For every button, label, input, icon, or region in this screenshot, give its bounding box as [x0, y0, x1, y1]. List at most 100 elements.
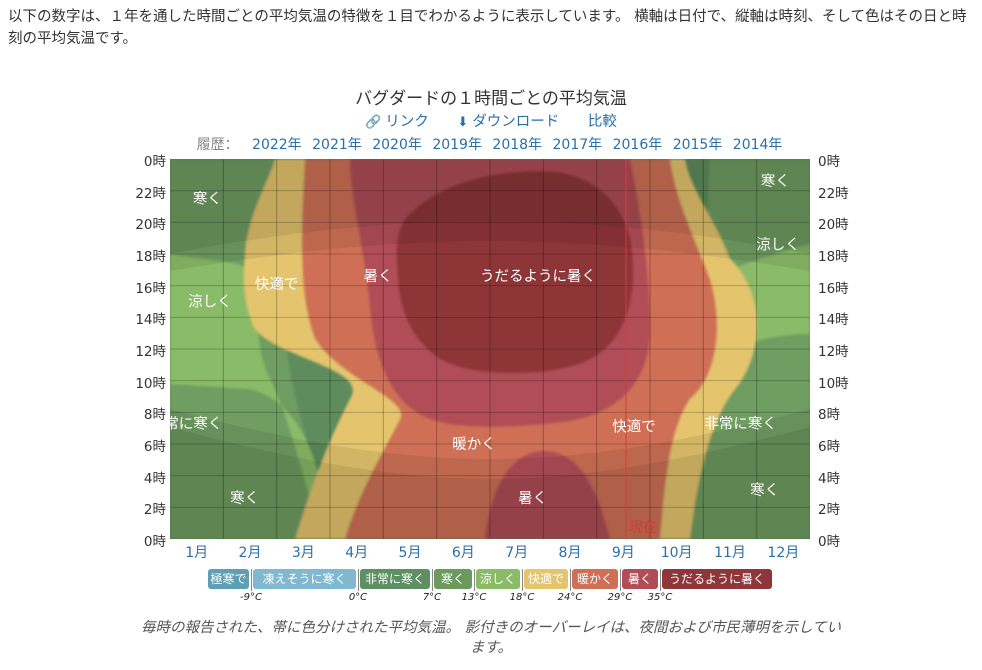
band-label: 暑く [364, 269, 393, 285]
y-tick-label-left: 14時 [135, 312, 166, 329]
band-label: 快適で [612, 418, 656, 436]
history-year-link[interactable]: 2015年 [672, 137, 723, 153]
download-button[interactable]: ⬇ ダウンロード [457, 114, 559, 130]
history-year-link[interactable]: 2022年 [252, 137, 302, 153]
link-icon: 🔗 [365, 115, 382, 130]
legend-swatch: 暖かく [572, 569, 618, 589]
grid-lines [170, 159, 810, 539]
legend-swatch: 寒く [434, 569, 472, 589]
x-tick-label: 4月 [345, 545, 369, 561]
band-label: 寒く [230, 489, 259, 507]
legend-swatch: 快適で [524, 569, 568, 589]
history-label: 履歴： [196, 137, 239, 153]
threshold-label: 7°C [422, 592, 442, 603]
download-label: ダウンロード [472, 114, 560, 130]
chart-caption: 毎時の報告された、帯に色分けされた平均気温。 影付きのオーバーレイは、夜間および… [140, 620, 842, 656]
y-tick-label-right: 22時 [818, 185, 849, 202]
now-marker: 現在 [625, 159, 657, 539]
history-year-link[interactable]: 2021年 [312, 137, 362, 153]
y-tick-label-right: 2時 [818, 502, 841, 519]
threshold-label: 0°C [348, 592, 368, 603]
band-label: うだるように暑く [480, 269, 596, 285]
y-tick-label-right: 6時 [818, 439, 841, 455]
intro-text: 以下の数字は、１年を通した時間ごとの平均気温の特徴を１目でわかるように表示してい… [8, 9, 967, 47]
y-tick-label-left: 8時 [143, 407, 166, 424]
compare-button[interactable]: 比較 [588, 114, 617, 130]
legend-divider [660, 569, 661, 591]
threshold-label: 18°C [509, 592, 535, 603]
y-tick-label-right: 12時 [818, 344, 849, 360]
now-label: 現在 [629, 520, 657, 536]
history-year-link[interactable]: 2017年 [552, 137, 603, 153]
zone-hot-lower [485, 450, 610, 539]
y-tick-label-left: 22時 [135, 185, 166, 202]
y-tick-label-left: 4時 [143, 470, 166, 487]
history-year-link[interactable]: 2014年 [732, 137, 783, 153]
history-year-link[interactable]: 2018年 [492, 137, 543, 153]
x-tick-label: 8月 [558, 545, 582, 561]
download-icon: ⬇ [457, 115, 469, 130]
legend-swatch: 暑く [622, 569, 658, 589]
y-tick-label-right: 14時 [818, 312, 849, 329]
y-tick-label-left: 12時 [135, 344, 166, 360]
x-tick-label: 12月 [767, 545, 800, 561]
twilight-shade-top [170, 221, 810, 271]
band-label: 涼しく [756, 237, 800, 254]
threshold-label: 13°C [461, 592, 487, 603]
zone-sweltering [396, 171, 634, 374]
legend-divider [474, 569, 475, 591]
y-tick-label-right: 0時 [818, 534, 841, 550]
legend-swatch: 涼しく [476, 569, 520, 589]
band-label: 寒く [193, 190, 222, 208]
legend-swatch: 極寒で [208, 569, 249, 589]
x-tick-label: 6月 [451, 545, 475, 561]
y-tick-label-left: 2時 [143, 502, 166, 519]
y-tick-label-left: 16時 [135, 280, 166, 297]
y-tick-label-right: 20時 [818, 217, 849, 234]
history-year-link[interactable]: 2016年 [612, 137, 663, 153]
x-tick-label: 1月 [185, 545, 209, 561]
legend-divider [251, 569, 252, 591]
legend-swatch: 凍えそうに寒く [253, 569, 356, 589]
y-tick-label-left: 18時 [135, 249, 166, 265]
y-tick-label-left: 0時 [143, 534, 166, 550]
y-tick-label-left: 0時 [143, 154, 166, 170]
threshold-label: 24°C [557, 592, 583, 603]
chart-title: バグダードの１時間ごとの平均気温 [355, 89, 627, 109]
legend-divider [620, 569, 621, 591]
x-tick-label: 11月 [714, 545, 746, 561]
y-tick-label-right: 8時 [818, 407, 841, 424]
temperature-legend: 極寒で 凍えそうに寒く 非常に寒く 寒く 涼しく 快適で 暖かく 暑く うだるように暑く [208, 569, 772, 591]
night-shade-bottom [170, 427, 810, 539]
y-tick-label-right: 18時 [818, 249, 849, 265]
link-button[interactable]: 🔗 リンク [365, 114, 429, 130]
legend-divider [358, 569, 359, 591]
temperature-heatmap: 現在 寒く涼しく快適で暑くうだるように暑く涼しく寒く非常に寒く寒く暖かく暑く快適… [170, 159, 810, 539]
y-tick-label-right: 10時 [818, 375, 849, 392]
y-tick-label-right: 0時 [818, 154, 841, 170]
y-tick-label-left: 20時 [135, 217, 166, 234]
band-labels: 寒く涼しく快適で暑くうだるように暑く涼しく寒く非常に寒く寒く暖かく暑く快適で非常… [170, 172, 800, 507]
history-year-link[interactable]: 2019年 [432, 137, 482, 153]
night-shade-top [170, 159, 810, 254]
x-tick-label: 7月 [505, 545, 529, 561]
legend-swatch: うだるように暑く [662, 569, 772, 589]
x-tick-label: 2月 [238, 545, 262, 561]
chart-links: 🔗 リンク ⬇ ダウンロード 比較 [0, 110, 982, 131]
band-label: 非常に寒く [704, 414, 777, 432]
twilight-shade-bottom [170, 409, 810, 479]
legend-divider [432, 569, 433, 591]
band-label: 暑く [518, 491, 547, 507]
y-tick-label-left: 6時 [143, 439, 166, 455]
band-label: 快適で [255, 275, 299, 293]
band-label: 寒く [750, 481, 779, 499]
y-tick-label-right: 4時 [818, 470, 841, 487]
y-tick-label-left: 10時 [135, 375, 166, 392]
y-tick-label-right: 16時 [818, 280, 849, 297]
band-label: 非常に寒く [170, 414, 222, 432]
threshold-label: 35°C [647, 592, 673, 603]
history-bar: 履歴： 2022年 2021年 2020年 2019年 2018年 2017年 … [0, 134, 982, 154]
threshold-label: -9°C [240, 592, 262, 603]
band-label: 暖かく [452, 436, 496, 453]
history-year-link[interactable]: 2020年 [372, 137, 422, 153]
